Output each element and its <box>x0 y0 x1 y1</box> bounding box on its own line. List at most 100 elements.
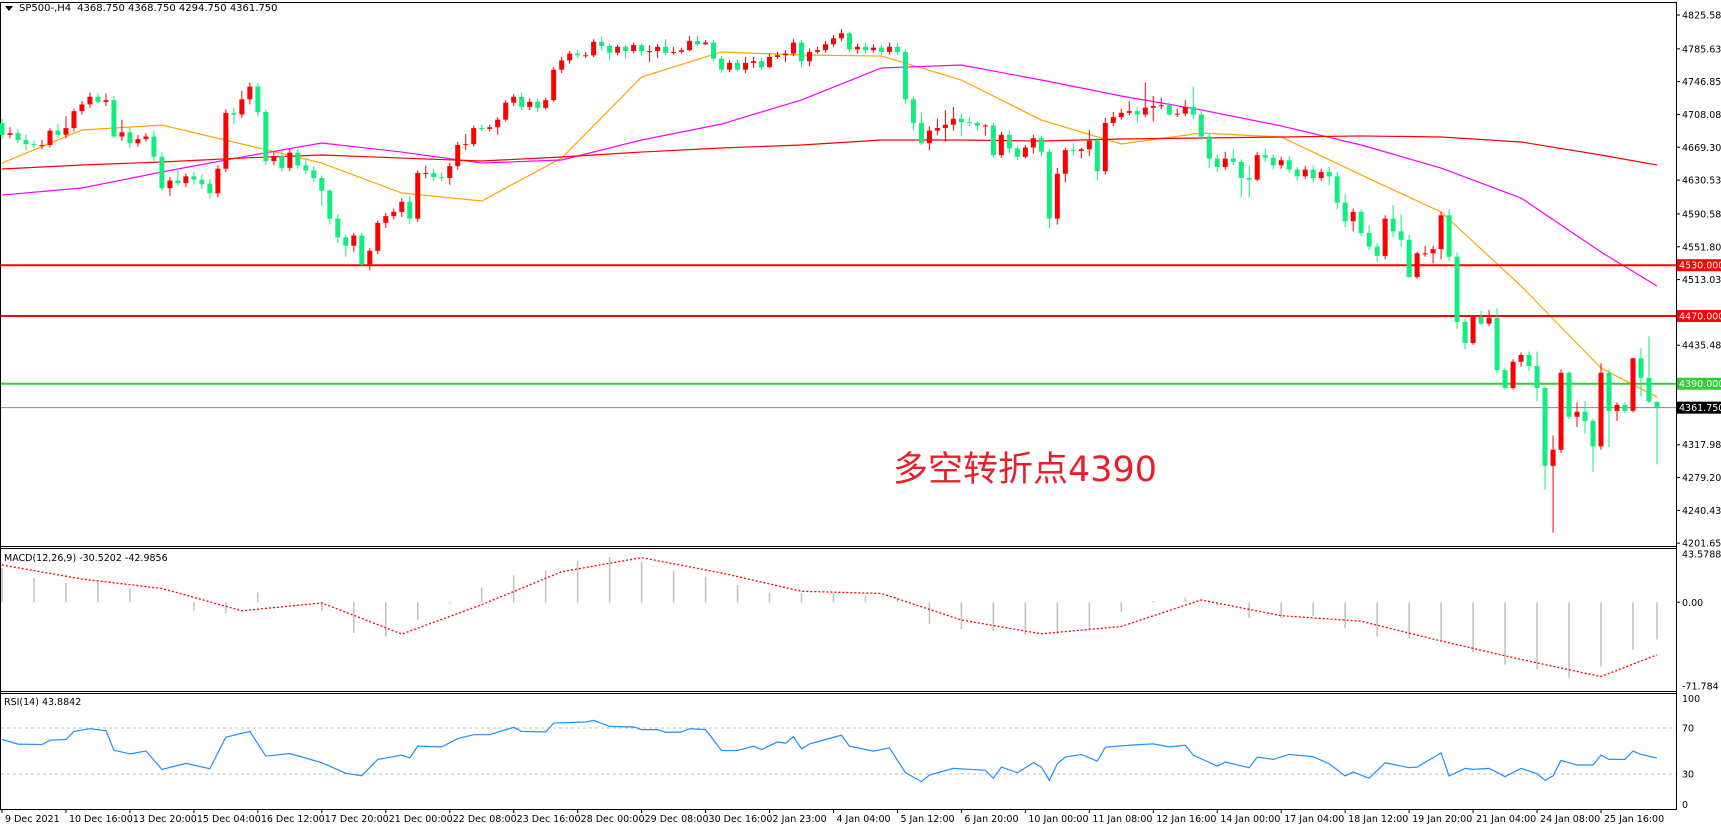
bear-candle[interactable] <box>1502 367 1508 390</box>
bear-candle[interactable] <box>1326 167 1332 186</box>
bear-candle[interactable] <box>279 150 285 172</box>
bear-candle[interactable] <box>479 124 485 132</box>
bull-candle[interactable] <box>942 110 948 142</box>
bear-candle[interactable] <box>1606 369 1612 448</box>
bear-candle[interactable] <box>623 45 629 59</box>
bull-candle[interactable] <box>71 108 77 132</box>
bull-candle[interactable] <box>615 45 621 56</box>
bull-candle[interactable] <box>1510 359 1516 390</box>
bear-candle[interactable] <box>990 123 996 158</box>
bull-candle[interactable] <box>79 100 85 115</box>
bull-candle[interactable] <box>1518 352 1524 367</box>
bull-candle[interactable] <box>703 40 709 46</box>
bull-candle[interactable] <box>7 127 13 139</box>
bear-candle[interactable] <box>1206 134 1212 168</box>
bear-candle[interactable] <box>159 151 165 191</box>
bull-candle[interactable] <box>934 118 940 135</box>
bear-candle[interactable] <box>735 59 741 72</box>
bear-candle[interactable] <box>1094 138 1100 181</box>
bear-candle[interactable] <box>311 166 317 183</box>
bear-candle[interactable] <box>31 140 37 149</box>
bear-candle[interactable] <box>1622 402 1628 414</box>
bull-candle[interactable] <box>103 93 109 107</box>
bear-candle[interactable] <box>255 83 261 118</box>
bull-candle[interactable] <box>215 165 221 198</box>
bear-candle[interactable] <box>974 121 980 131</box>
bull-candle[interactable] <box>1630 357 1636 413</box>
bull-candle[interactable] <box>822 40 828 53</box>
bull-candle[interactable] <box>63 116 69 139</box>
bull-candle[interactable] <box>591 39 597 57</box>
bear-candle[interactable] <box>1582 401 1588 434</box>
bull-candle[interactable] <box>87 92 93 108</box>
bear-candle[interactable] <box>695 35 701 46</box>
bull-candle[interactable] <box>950 106 956 131</box>
bear-candle[interactable] <box>1462 318 1468 350</box>
bull-candle[interactable] <box>655 44 661 58</box>
bull-candle[interactable] <box>527 98 533 111</box>
bull-candle[interactable] <box>1158 97 1164 110</box>
bull-candle[interactable] <box>551 67 557 102</box>
bull-candle[interactable] <box>1110 111 1116 127</box>
bull-candle[interactable] <box>1414 251 1420 279</box>
bear-candle[interactable] <box>1406 234 1412 278</box>
bull-candle[interactable] <box>375 220 381 255</box>
bull-candle[interactable] <box>1102 117 1108 175</box>
bull-candle[interactable] <box>447 162 453 185</box>
bear-candle[interactable] <box>607 43 613 61</box>
bull-candle[interactable] <box>1470 315 1476 345</box>
bear-candle[interactable] <box>1334 172 1340 210</box>
bull-candle[interactable] <box>679 47 685 54</box>
bull-candle[interactable] <box>423 165 429 179</box>
bear-candle[interactable] <box>1654 401 1660 465</box>
bull-candle[interactable] <box>567 51 573 64</box>
bull-candle[interactable] <box>511 94 517 107</box>
bull-candle[interactable] <box>143 133 149 142</box>
bear-candle[interactable] <box>663 39 669 56</box>
bull-candle[interactable] <box>1150 95 1156 122</box>
bear-candle[interactable] <box>902 49 908 104</box>
bear-candle[interactable] <box>1494 308 1500 373</box>
bull-candle[interactable] <box>791 39 797 57</box>
bear-candle[interactable] <box>966 117 972 127</box>
bull-candle[interactable] <box>743 56 749 74</box>
bull-candle[interactable] <box>886 42 892 55</box>
bull-candle[interactable] <box>1054 167 1060 225</box>
bear-candle[interactable] <box>1646 336 1652 404</box>
bull-candle[interactable] <box>1430 245 1436 264</box>
bear-candle[interactable] <box>1446 209 1452 261</box>
bear-candle[interactable] <box>327 189 333 225</box>
bull-candle[interactable] <box>870 44 876 53</box>
bull-candle[interactable] <box>1550 435 1556 533</box>
bear-candle[interactable] <box>599 36 605 51</box>
bear-candle[interactable] <box>575 50 581 58</box>
bull-candle[interactable] <box>399 198 405 217</box>
bull-candle[interactable] <box>1318 168 1324 181</box>
bull-candle[interactable] <box>471 125 477 147</box>
bull-candle[interactable] <box>1174 108 1180 118</box>
triangle-down-icon[interactable] <box>5 6 13 11</box>
bear-candle[interactable] <box>23 134 29 151</box>
bull-candle[interactable] <box>1486 310 1492 327</box>
bull-candle[interactable] <box>367 248 373 271</box>
bear-candle[interactable] <box>759 57 765 70</box>
bull-candle[interactable] <box>1078 147 1084 159</box>
bear-candle[interactable] <box>295 148 301 169</box>
bull-candle[interactable] <box>1598 363 1604 450</box>
bear-candle[interactable] <box>1478 310 1484 326</box>
bear-candle[interactable] <box>231 107 237 124</box>
bull-candle[interactable] <box>1222 151 1228 170</box>
bear-candle[interactable] <box>1390 205 1396 238</box>
bull-candle[interactable] <box>671 46 677 55</box>
bull-candle[interactable] <box>1302 166 1308 179</box>
bear-candle[interactable] <box>711 40 717 62</box>
bull-candle[interactable] <box>854 43 860 54</box>
bull-candle[interactable] <box>998 131 1004 158</box>
bear-candle[interactable] <box>151 130 157 162</box>
bear-candle[interactable] <box>958 113 964 136</box>
bear-candle[interactable] <box>1294 167 1300 181</box>
bull-candle[interactable] <box>783 50 789 63</box>
bear-candle[interactable] <box>359 233 365 267</box>
bull-candle[interactable] <box>1350 208 1356 232</box>
bull-candle[interactable] <box>1422 245 1428 257</box>
